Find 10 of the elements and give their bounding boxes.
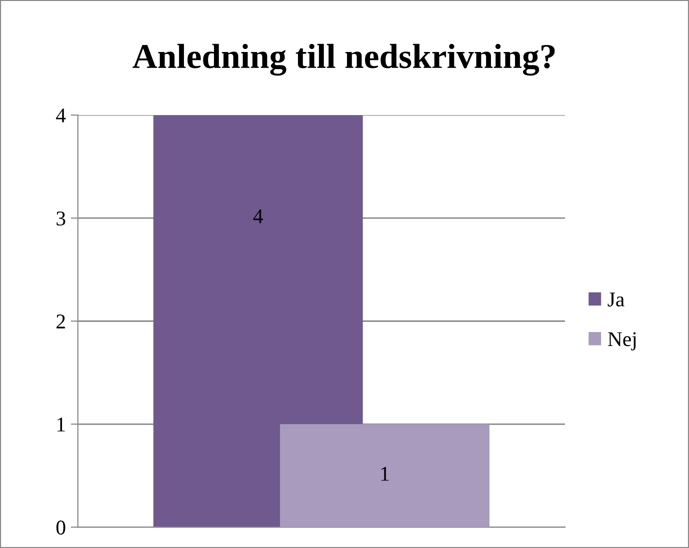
legend-label: Nej [608,332,636,350]
y-tick-label: 1 [57,418,65,432]
y-tick-label: 3 [56,212,66,226]
data-label: 4 [253,209,263,224]
chart-title: Anledning till nedskrivning? [132,44,555,76]
y-tick-label: 0 [56,520,66,535]
y-tick-label: 4 [56,108,66,122]
data-label: 1 [381,466,389,481]
legend-label: Ja [608,292,624,306]
y-tick-label: 2 [56,314,65,328]
